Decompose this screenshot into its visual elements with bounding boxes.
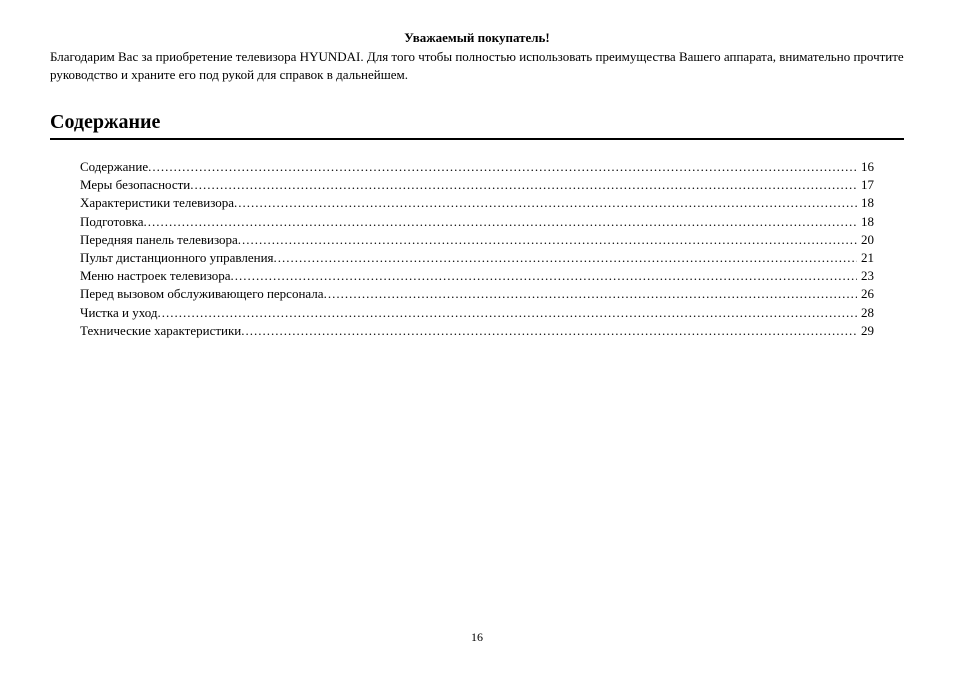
page-number: 16 [0, 630, 954, 645]
toc-title: Содержание [80, 158, 148, 176]
toc-title: Подготовка [80, 213, 144, 231]
toc-page-number: 20 [857, 231, 874, 249]
toc-title: Меню настроек телевизора [80, 267, 231, 285]
toc-leader-dots [190, 176, 857, 194]
toc-row: Характеристики телевизора 18 [80, 194, 874, 212]
toc-leader-dots [238, 231, 857, 249]
toc-title: Перед вызовом обслуживающего персонала [80, 285, 324, 303]
greeting-heading: Уважаемый покупатель! [50, 30, 904, 46]
toc-leader-dots [274, 249, 857, 267]
toc-page-number: 26 [857, 285, 874, 303]
intro-paragraph: Благодарим Вас за приобретение телевизор… [50, 48, 904, 83]
toc-leader-dots [144, 213, 857, 231]
toc-row: Подготовка 18 [80, 213, 874, 231]
toc-row: Чистка и уход 28 [80, 304, 874, 322]
toc-leader-dots [324, 285, 857, 303]
toc-page-number: 23 [857, 267, 874, 285]
table-of-contents: Содержание16Меры безопасности17Характери… [50, 158, 904, 340]
section-heading: Содержание [50, 111, 904, 134]
toc-title: Передняя панель телевизора [80, 231, 238, 249]
toc-leader-dots [231, 267, 857, 285]
toc-page-number: 29 [857, 322, 874, 340]
toc-page-number: 28 [857, 304, 874, 322]
toc-title: Меры безопасности [80, 176, 190, 194]
toc-row: Технические характеристики 29 [80, 322, 874, 340]
toc-title: Чистка и уход [80, 304, 157, 322]
toc-row: Передняя панель телевизора 20 [80, 231, 874, 249]
toc-row: Содержание 16 [80, 158, 874, 176]
document-page: Уважаемый покупатель! Благодарим Вас за … [0, 0, 954, 675]
toc-leader-dots [234, 194, 857, 212]
toc-row: Пульт дистанционного управления 21 [80, 249, 874, 267]
toc-title: Технические характеристики [80, 322, 241, 340]
toc-page-number: 18 [857, 213, 874, 231]
toc-leader-dots [157, 304, 857, 322]
heading-rule [50, 138, 904, 140]
toc-page-number: 21 [857, 249, 874, 267]
toc-title: Пульт дистанционного управления [80, 249, 274, 267]
toc-leader-dots [241, 322, 857, 340]
toc-row: Меры безопасности 17 [80, 176, 874, 194]
toc-page-number: 17 [857, 176, 874, 194]
toc-page-number: 16 [857, 158, 874, 176]
toc-title: Характеристики телевизора [80, 194, 234, 212]
toc-page-number: 18 [857, 194, 874, 212]
toc-row: Меню настроек телевизора 23 [80, 267, 874, 285]
toc-row: Перед вызовом обслуживающего персонала 26 [80, 285, 874, 303]
toc-leader-dots [148, 158, 857, 176]
